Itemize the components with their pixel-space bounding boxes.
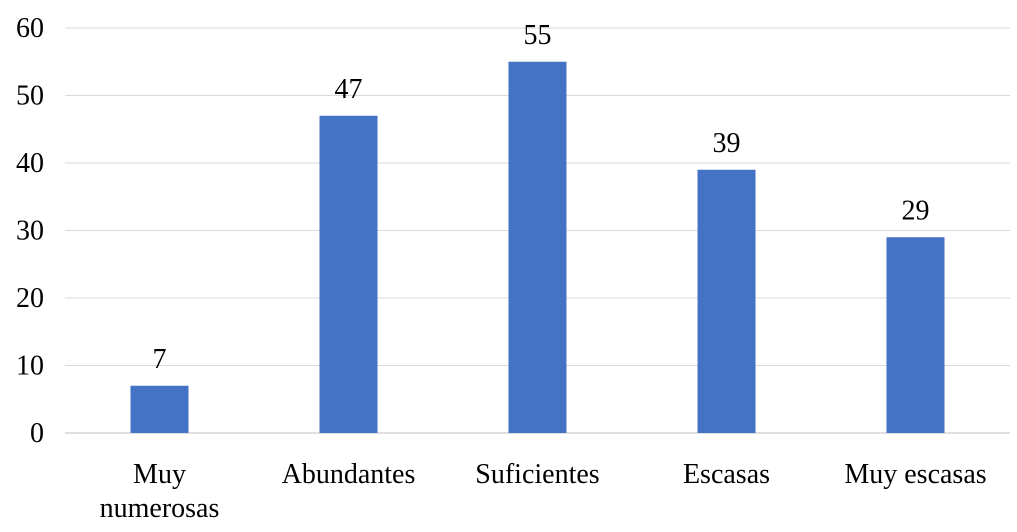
data-labels: 7 47 55 39 29 xyxy=(153,20,930,375)
x-category-label-line: Muy escasas xyxy=(844,459,986,490)
x-category-label-line: Suficientes xyxy=(475,459,599,490)
x-category-label-line: numerosas xyxy=(100,493,220,524)
x-axis-category-labels: Muy numerosas Abundantes Suficientes Escasas… xyxy=(100,459,987,524)
data-label: 29 xyxy=(902,195,930,226)
x-category-label: Suficientes xyxy=(475,459,599,490)
y-tick-label: 40 xyxy=(16,148,44,179)
x-category-label: Muy escasas xyxy=(844,459,986,490)
y-tick-label: 30 xyxy=(16,216,44,247)
data-label: 7 xyxy=(153,344,167,375)
bar xyxy=(697,169,756,433)
data-label: 47 xyxy=(335,74,363,105)
y-tick-label: 60 xyxy=(16,13,44,44)
bar xyxy=(130,385,189,433)
data-label: 39 xyxy=(713,128,741,159)
x-category-label-line: Muy xyxy=(133,459,186,490)
bar xyxy=(886,237,945,433)
bar xyxy=(319,115,378,433)
data-label: 55 xyxy=(524,20,552,51)
y-axis-tick-labels: 0 10 20 30 40 50 60 xyxy=(16,13,44,449)
x-category-label: Muy numerosas xyxy=(100,459,220,524)
y-tick-label: 50 xyxy=(16,81,44,112)
y-tick-label: 10 xyxy=(16,351,44,382)
x-category-label: Escasas xyxy=(683,459,770,490)
y-tick-label: 0 xyxy=(30,418,44,449)
x-category-label-line: Escasas xyxy=(683,459,770,490)
y-tick-label: 20 xyxy=(16,283,44,314)
bar xyxy=(508,61,567,433)
x-category-label-line: Abundantes xyxy=(282,459,416,490)
bars xyxy=(130,61,945,433)
x-category-label: Abundantes xyxy=(282,459,416,490)
